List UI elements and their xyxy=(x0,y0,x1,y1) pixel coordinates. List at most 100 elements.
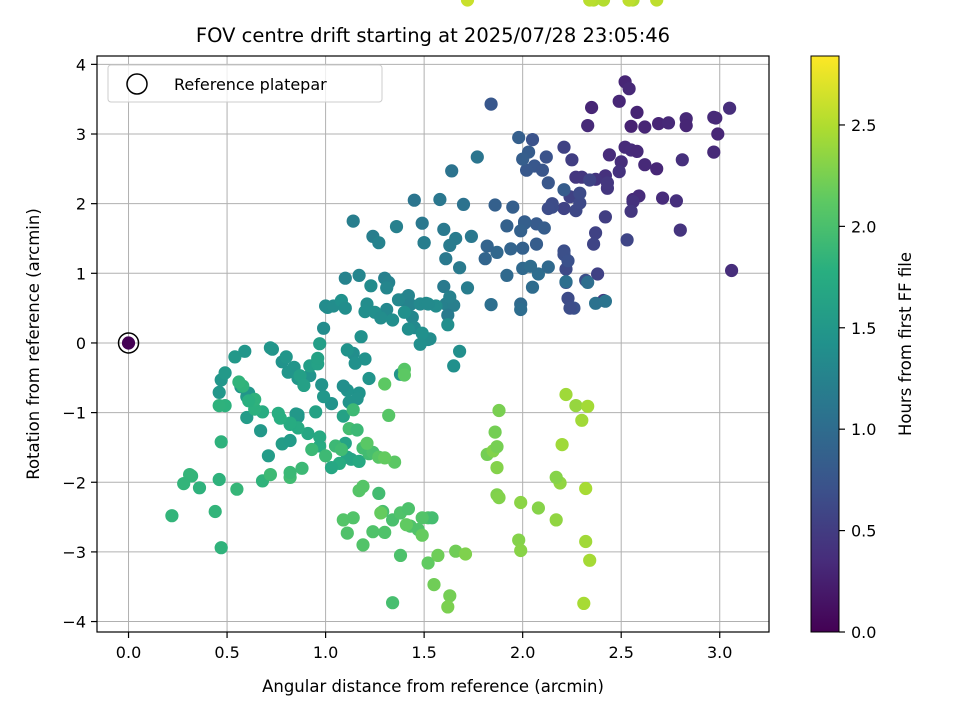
data-point xyxy=(581,275,595,289)
data-point xyxy=(488,198,502,212)
data-point xyxy=(415,216,429,230)
data-point xyxy=(283,433,297,448)
y-tick-label: −2 xyxy=(62,473,86,492)
data-point xyxy=(393,548,408,563)
data-point xyxy=(587,237,601,251)
data-point xyxy=(612,94,626,108)
plot-frame xyxy=(96,55,770,633)
data-point xyxy=(421,297,435,311)
data-point xyxy=(523,259,538,273)
data-point xyxy=(478,252,492,266)
data-point xyxy=(531,501,546,515)
data-point xyxy=(514,302,528,317)
data-point xyxy=(362,371,376,386)
data-point xyxy=(364,279,378,293)
data-point xyxy=(470,150,484,164)
data-point xyxy=(415,326,429,340)
data-point xyxy=(415,511,429,525)
data-point xyxy=(389,220,404,234)
data-point xyxy=(374,506,388,520)
data-point xyxy=(453,261,467,275)
data-point xyxy=(425,511,439,525)
data-point xyxy=(437,279,451,294)
data-point xyxy=(303,369,317,383)
data-point xyxy=(492,491,506,505)
data-point xyxy=(490,245,504,259)
data-point xyxy=(354,330,368,344)
data-point xyxy=(401,502,415,516)
y-tick-label: −1 xyxy=(62,404,86,423)
y-tick-label: 2 xyxy=(76,195,86,214)
colorbar-tick-label: 2.0 xyxy=(851,217,876,236)
data-point xyxy=(541,176,555,190)
data-point xyxy=(242,394,256,408)
data-point xyxy=(650,162,664,176)
data-point xyxy=(441,308,455,322)
data-point xyxy=(346,511,360,525)
data-point xyxy=(352,268,366,282)
data-point xyxy=(305,442,319,457)
data-point xyxy=(512,533,526,547)
data-point xyxy=(230,482,244,496)
data-point xyxy=(319,449,333,463)
data-point xyxy=(557,201,571,216)
colorbar-frame xyxy=(810,55,840,633)
data-point xyxy=(679,119,693,133)
data-point xyxy=(372,236,386,250)
data-point xyxy=(427,578,441,592)
data-point xyxy=(212,385,226,399)
data-point xyxy=(317,390,331,404)
data-point xyxy=(386,313,400,327)
data-point xyxy=(391,293,406,307)
data-point xyxy=(520,163,534,177)
data-point xyxy=(484,298,498,312)
data-point xyxy=(504,242,518,256)
chart-title: FOV centre drift starting at 2025/07/28 … xyxy=(196,24,670,47)
data-point xyxy=(514,224,528,238)
data-point xyxy=(208,504,222,519)
data-point xyxy=(372,486,386,500)
data-point xyxy=(579,481,593,496)
data-point xyxy=(583,553,597,567)
data-point xyxy=(514,495,528,510)
data-point xyxy=(583,173,597,187)
data-point xyxy=(490,440,504,454)
legend-marker-reference xyxy=(126,73,148,95)
data-point xyxy=(443,238,457,252)
data-point xyxy=(413,337,427,351)
data-point xyxy=(360,436,374,450)
x-tick-label: 2.5 xyxy=(608,643,633,662)
data-point xyxy=(650,0,664,7)
x-axis-label: Angular distance from reference (arcmin) xyxy=(262,677,604,696)
y-tick-label: 4 xyxy=(76,55,86,74)
data-point xyxy=(378,451,392,465)
data-point xyxy=(350,423,364,437)
data-point xyxy=(214,541,228,555)
data-point xyxy=(638,120,652,134)
data-point xyxy=(535,163,550,177)
x-tick-label: 1.5 xyxy=(411,643,436,662)
y-axis-label: Rotation from reference (arcmin) xyxy=(24,208,43,480)
colorbar-gradient xyxy=(811,56,839,632)
data-point xyxy=(620,233,634,247)
data-point xyxy=(675,153,689,167)
data-point xyxy=(313,337,327,351)
data-point xyxy=(214,435,228,449)
data-point xyxy=(711,127,725,141)
data-point xyxy=(443,589,457,603)
data-point xyxy=(573,196,587,210)
data-point xyxy=(500,268,514,282)
data-point xyxy=(661,116,676,130)
colorbar-tick-label: 0.5 xyxy=(851,522,876,541)
data-point xyxy=(638,158,652,172)
data-point xyxy=(561,254,575,268)
data-point xyxy=(399,518,413,532)
data-point xyxy=(600,176,615,190)
data-point xyxy=(539,150,553,164)
data-point xyxy=(512,130,526,145)
data-point xyxy=(630,105,644,119)
data-point xyxy=(397,368,411,382)
colorbar-label: Hours from first FF file xyxy=(896,252,915,436)
data-point xyxy=(707,145,721,159)
